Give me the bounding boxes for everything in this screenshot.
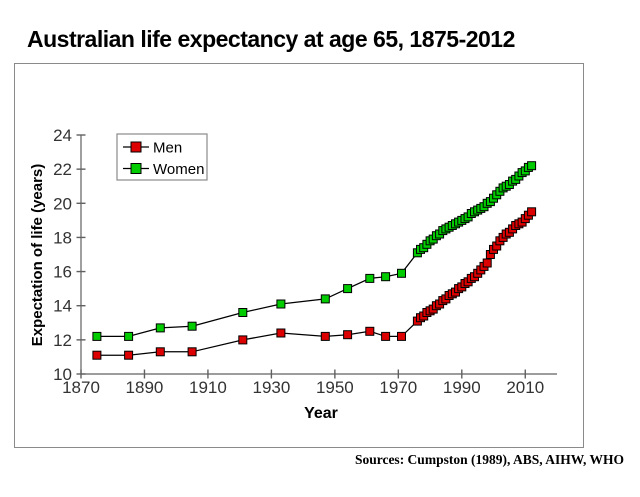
x-tick-label: 1890	[126, 378, 164, 397]
women-data-point	[238, 308, 248, 317]
legend-label-men: Men	[153, 140, 182, 157]
men-data-point	[155, 347, 165, 357]
y-tick-label: 10	[53, 365, 72, 384]
chart-frame: 10 12 14 16 18 20 22 24 1870 1890 1910 1930 1950 1970…	[14, 63, 584, 448]
women-series-line	[96, 165, 532, 338]
men-data-point	[187, 347, 197, 357]
x-tick-label: 1930	[252, 378, 290, 397]
men-data-point	[381, 331, 391, 341]
men-data-point	[343, 330, 353, 340]
legend-item-women: Women	[123, 161, 204, 178]
men-data-point	[397, 331, 406, 341]
legend-marker-men	[130, 141, 142, 153]
x-tick-label: 1970	[379, 378, 417, 397]
legend-marker-women	[130, 163, 142, 174]
women-data-point	[527, 161, 537, 171]
x-tick-label: 1990	[443, 378, 481, 397]
y-tick-label: 16	[53, 263, 72, 282]
men-data-point	[527, 207, 537, 217]
men-data-point	[365, 326, 375, 336]
legend: Men Women	[116, 133, 208, 181]
y-tick-label: 20	[53, 194, 72, 213]
y-tick-label: 24	[53, 126, 72, 145]
women-data-point	[276, 299, 286, 309]
women-data-point	[92, 331, 102, 341]
y-tick-label: 14	[53, 297, 72, 316]
women-data-point	[343, 284, 353, 294]
chart-title: Australian life expectancy at age 65, 18…	[27, 26, 515, 52]
x-tick-label: 1950	[316, 378, 354, 397]
y-axis-title: Expectation of life (years)	[29, 164, 46, 347]
source-note: Sources: Cumpston (1989), ABS, AIHW, WHO	[354, 452, 624, 467]
women-data-point	[381, 272, 391, 282]
legend-label-women: Women	[153, 161, 204, 178]
women-data-point	[187, 321, 197, 331]
legend-item-men: Men	[123, 140, 182, 157]
y-tick-label: 22	[53, 160, 72, 179]
men-data-point	[320, 331, 330, 341]
women-data-point	[155, 323, 165, 333]
y-tick-label: 18	[53, 228, 72, 247]
y-tick-label: 12	[53, 331, 72, 350]
men-data-point	[124, 350, 134, 360]
x-tick-label: 1910	[189, 378, 227, 397]
x-tick-label: 1870	[62, 378, 100, 397]
men-data-point	[276, 328, 286, 338]
men-data-point	[92, 350, 102, 360]
x-axis-title: Year	[304, 405, 338, 422]
women-data-point	[320, 294, 330, 304]
men-data-point	[238, 335, 248, 345]
women-data-point	[124, 331, 134, 341]
women-data-point	[397, 268, 406, 278]
women-data-point	[365, 273, 375, 283]
men-data-point	[482, 258, 492, 268]
chart-canvas: 10 12 14 16 18 20 22 24 1870 1890 1910 1930 1950 1970…	[29, 126, 557, 422]
x-tick-label: 2010	[506, 378, 544, 397]
